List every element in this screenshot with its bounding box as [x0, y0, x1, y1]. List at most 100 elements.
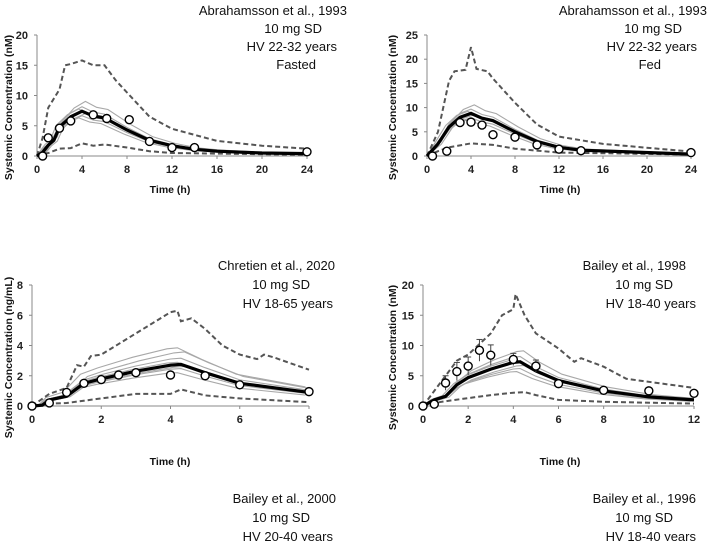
panel-title-1: Abrahamsson et al., 1993 10 mg SD HV 22-… [199, 3, 347, 72]
y-tick-label: 15 [16, 60, 28, 72]
x-tick-label: 0 [420, 414, 426, 426]
observed-point [598, 385, 609, 395]
observed-point [66, 116, 76, 126]
observed-point [27, 401, 37, 411]
chart-panel-2: 0 4 8 12 16 20 24 0 5 10 15 20 25 Time (h) Systemic Co… [387, 30, 698, 196]
title-line: HV 18-65 years [243, 296, 334, 311]
observed-point [474, 345, 485, 356]
observed-point [463, 361, 473, 371]
x-tick-label: 12 [166, 164, 178, 176]
mean-line [36, 109, 308, 158]
observed-point [429, 399, 439, 409]
lower-5-percentile-line [422, 391, 695, 407]
title-line: Abrahamsson et al., 1993 [199, 3, 347, 18]
y-tick-label: 10 [16, 91, 28, 103]
lower-5-percentile-line [426, 142, 692, 157]
x-tick-label: 24 [685, 164, 698, 176]
title-line: Chretien et al., 2020 [218, 258, 335, 273]
observed-point [235, 380, 245, 390]
observed-point [54, 123, 65, 133]
observed-point [554, 144, 564, 154]
x-tick-label: 4 [79, 164, 86, 176]
caption-right: Bailey et al., 1996 10 mg SD HV 18-40 ye… [593, 491, 697, 541]
observed-point [486, 350, 496, 360]
title-line: HV 22-32 years [247, 39, 338, 54]
y-tick-label: 5 [412, 127, 418, 139]
title-line: Fed [639, 57, 661, 72]
y-tick-label: 0 [408, 401, 414, 413]
lower-5-percentile-line [36, 142, 308, 157]
caption-line: 10 mg SD [252, 510, 310, 525]
observed-point [644, 386, 654, 396]
y-tick-label: 20 [16, 30, 28, 42]
caption-line: Bailey et al., 1996 [593, 491, 696, 506]
x-tick-label: 2 [465, 414, 471, 426]
y-tick-label: 0 [17, 401, 23, 413]
x-tick-label: 8 [124, 164, 130, 176]
x-tick-label: 0 [34, 164, 40, 176]
y-tick-label: 6 [17, 310, 23, 322]
x-axis-label: Time (h) [540, 184, 581, 196]
upper-95-percentile-line [31, 309, 310, 407]
y-tick-label: 20 [406, 54, 418, 66]
y-tick-label: 20 [402, 280, 414, 292]
x-tick-label: 0 [424, 164, 430, 176]
x-tick-label: 4 [167, 414, 174, 426]
chart-panel-1: 0 4 8 12 16 20 24 0 5 10 15 20 Time (h) Systemic Conc… [3, 30, 314, 196]
observed-point [102, 113, 112, 124]
observed-point [440, 378, 451, 388]
trial-line [31, 347, 306, 407]
observed-point [532, 140, 542, 150]
caption-line: HV 20-40 years [243, 529, 334, 541]
x-axis-label: Time (h) [540, 456, 581, 468]
y-tick-label: 10 [402, 341, 414, 353]
observed-point [131, 368, 141, 378]
chart-panel-3: 0 2 4 6 8 0 2 4 6 8 Time (h) Systemic Concentration… [3, 277, 314, 468]
x-tick-label: 4 [510, 414, 517, 426]
x-tick-label: 8 [512, 164, 518, 176]
title-line: 10 mg SD [624, 21, 682, 36]
y-axis-label: Systemic Concentration (nM) [387, 285, 399, 430]
title-line: Fasted [276, 57, 316, 72]
observed-point [189, 142, 200, 153]
y-tick-label: 4 [17, 341, 24, 353]
title-line: Bailey et al., 1998 [583, 258, 686, 273]
observed-point [418, 401, 428, 411]
caption-line: Bailey et al., 2000 [233, 491, 336, 506]
panel-title-2: Abrahamsson et al., 1993 10 mg SD HV 22-… [559, 3, 707, 72]
caption-line: HV 18-40 years [606, 529, 697, 541]
x-tick-label: 12 [553, 164, 565, 176]
y-tick-label: 2 [17, 371, 23, 383]
x-tick-label: 6 [555, 414, 561, 426]
observed-point [144, 136, 155, 147]
y-axis-label: Systemic Concentration (ng/mL) [3, 277, 15, 439]
observed-point [44, 398, 55, 408]
y-tick-label: 8 [17, 280, 23, 292]
observed-point [466, 117, 476, 127]
y-tick-label: 15 [402, 310, 414, 322]
x-tick-label: 2 [98, 414, 104, 426]
observed-point [488, 130, 498, 140]
title-line: 10 mg SD [264, 21, 322, 36]
observed-point [113, 370, 124, 380]
x-tick-label: 16 [211, 164, 223, 176]
y-tick-label: 0 [22, 151, 28, 163]
x-tick-label: 0 [29, 414, 35, 426]
upper-95-percentile-line [36, 59, 308, 157]
caption-line: 10 mg SD [615, 510, 673, 525]
x-tick-label: 4 [468, 164, 475, 176]
chart-panel-4: 0 2 4 6 8 10 12 0 5 10 15 20 Time (h) Systemic Concen… [387, 280, 700, 468]
y-axis-label: Systemic Concentration (nM) [387, 35, 399, 180]
observed-point [442, 146, 452, 156]
x-tick-label: 20 [256, 164, 268, 176]
observed-point [37, 151, 48, 161]
title-line: HV 22-32 years [607, 39, 698, 54]
observed-point [200, 371, 210, 381]
y-axis-label: Systemic Concentration (nM) [3, 35, 15, 180]
upper-95-percentile-line [422, 290, 695, 407]
caption-left: Bailey et al., 2000 10 mg SD HV 20-40 ye… [233, 491, 336, 541]
upper-95-percentile-line [426, 46, 692, 157]
y-tick-label: 5 [408, 371, 414, 383]
y-tick-label: 25 [406, 30, 418, 42]
